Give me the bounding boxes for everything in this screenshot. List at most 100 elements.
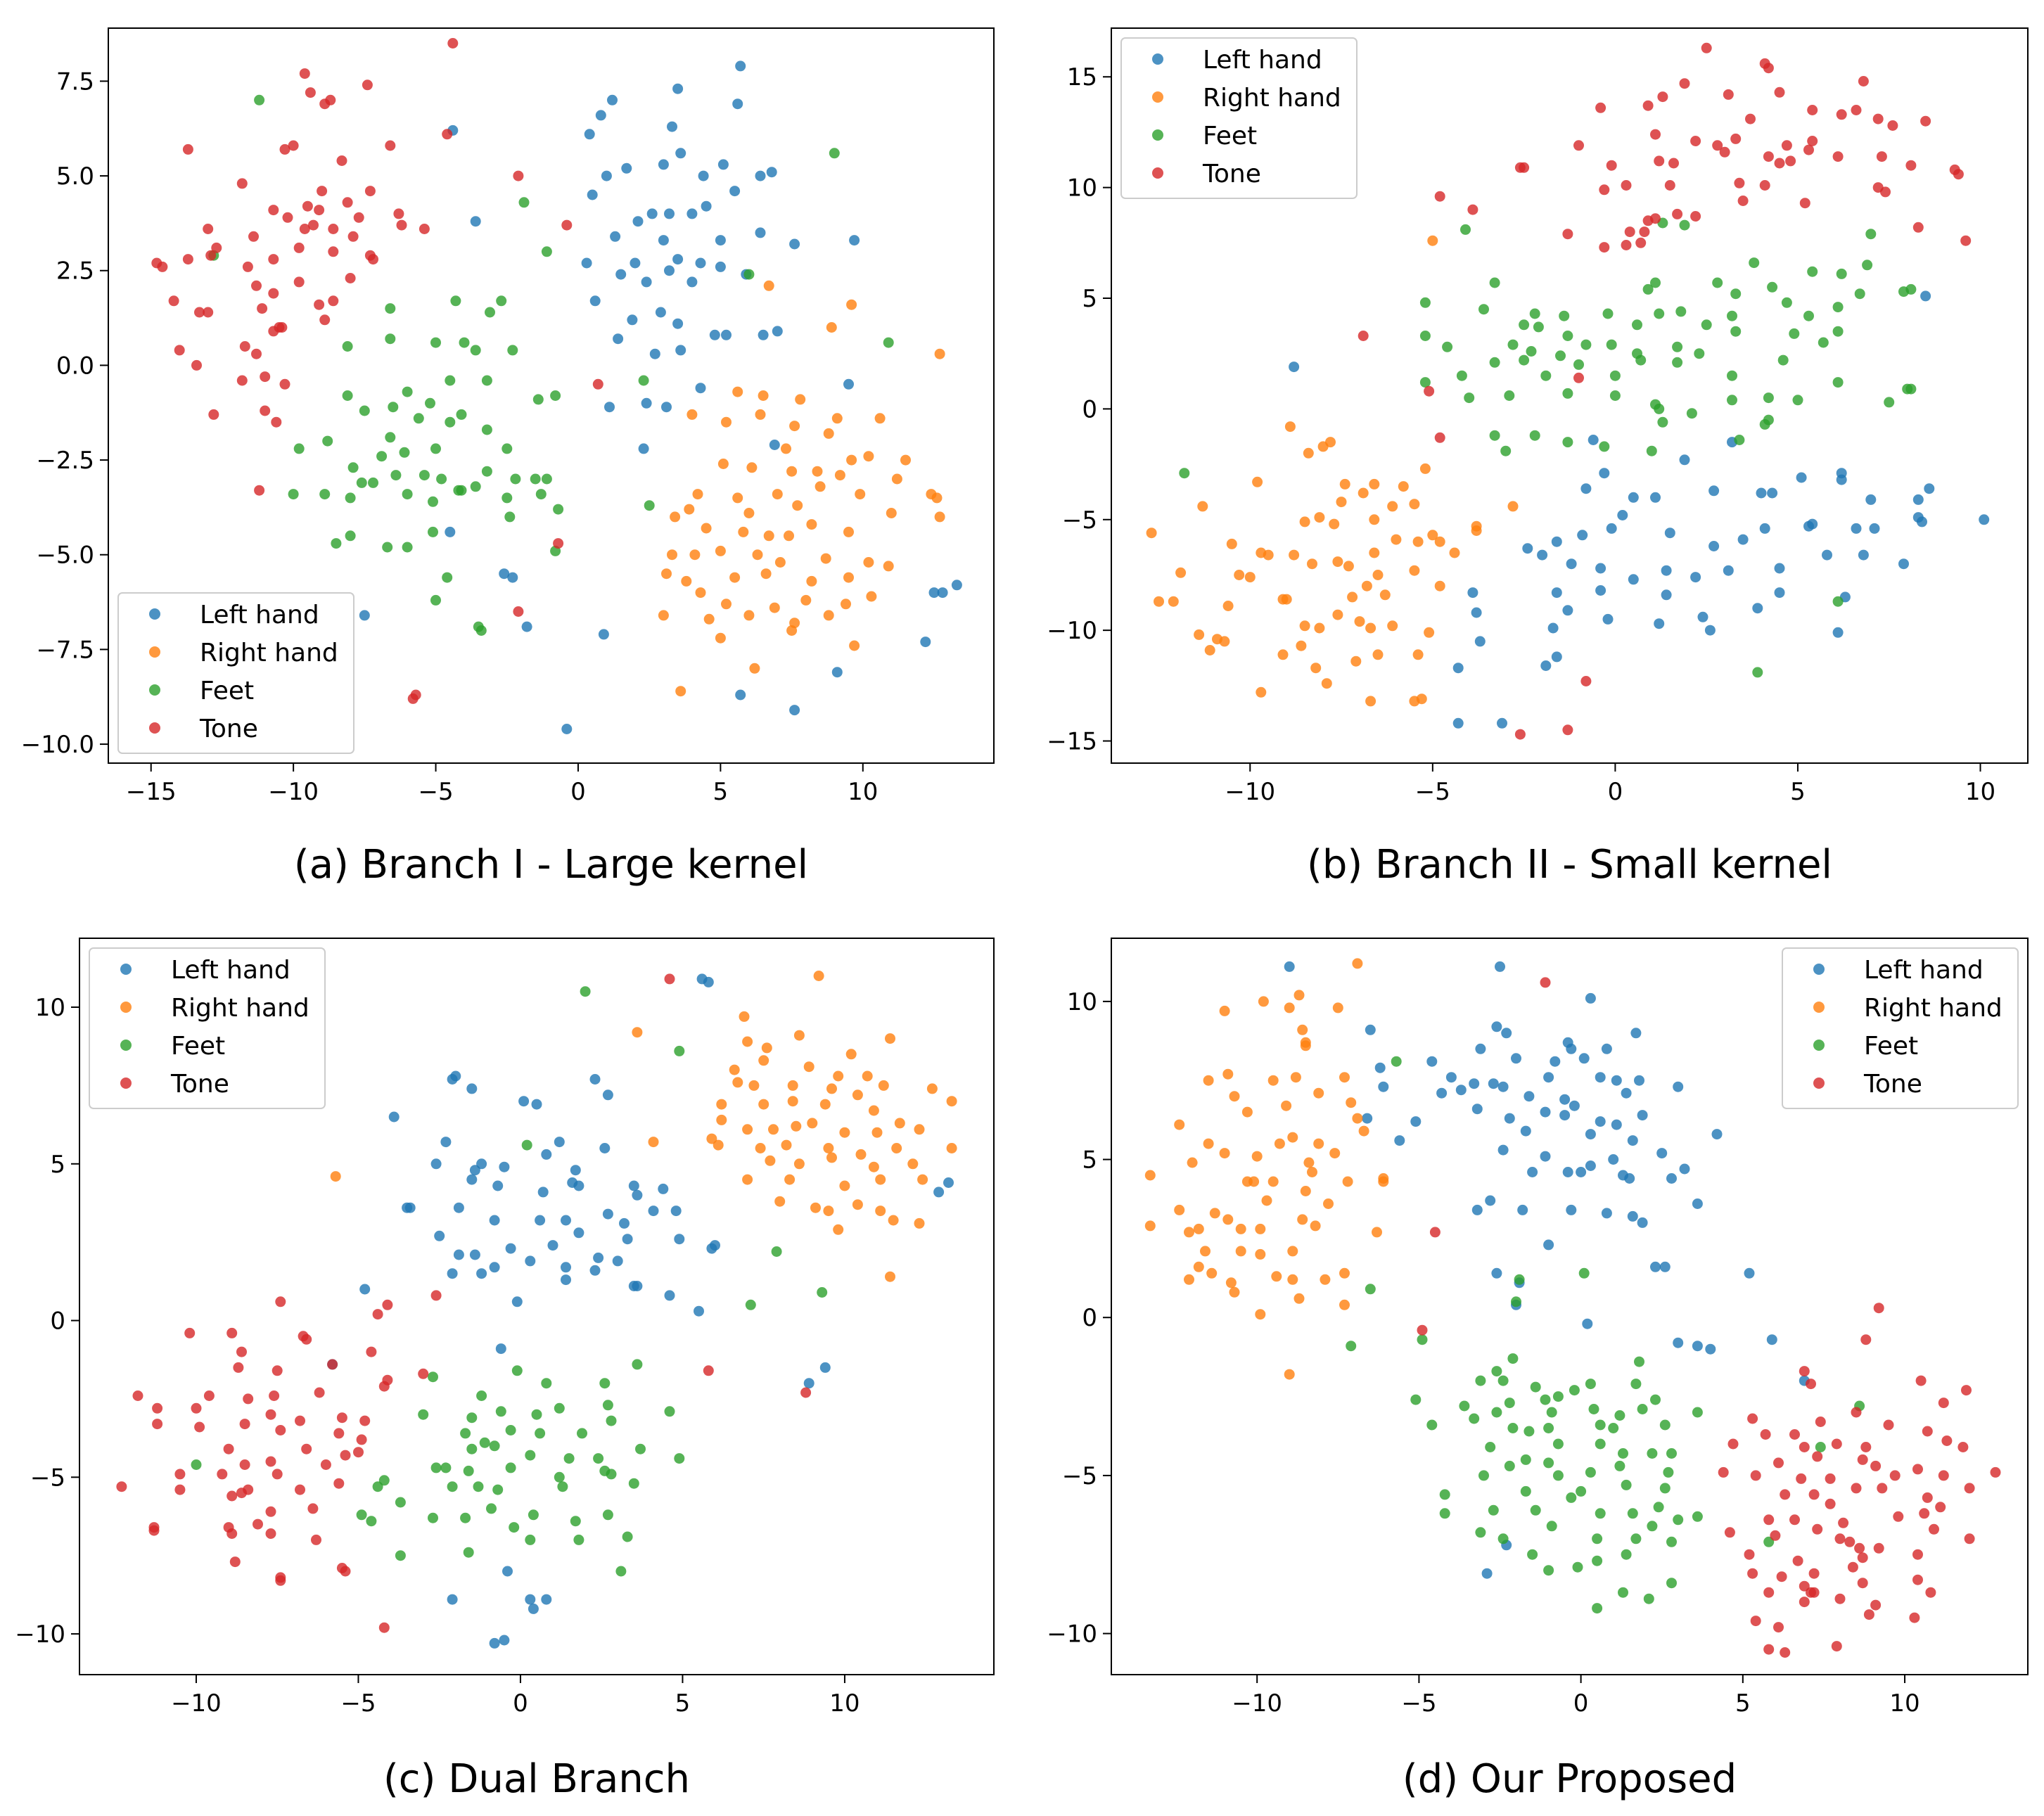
scatter-point [943,1177,954,1188]
scatter-point [1898,558,1909,570]
scatter-point [1552,1438,1564,1450]
scatter-point [781,443,791,454]
scatter-point [203,224,214,234]
scatter-point [1876,151,1887,162]
scatter-point [1434,191,1445,202]
legend-box [1782,947,2019,1109]
scatter-point [445,416,456,428]
scatter-point [729,1064,740,1075]
series-right-hand [1146,235,1519,707]
scatter-point [1774,587,1785,599]
legend-marker [1152,91,1163,103]
y-tick-label: −10 [1047,1620,1097,1649]
scatter-point [1219,636,1230,647]
scatter-point [1872,113,1884,124]
scatter-point [937,587,948,599]
y-tick-label: 0 [1082,395,1097,423]
series-right-hand [330,971,957,1282]
scatter-point [607,94,618,105]
scatter-point [1517,1204,1528,1215]
scatter-point [1504,1113,1515,1124]
legend-label: Feet [1203,122,1257,151]
scatter-point [769,440,780,450]
scatter-point [251,348,262,359]
series-left-hand [327,973,954,1649]
scatter-point [1378,1081,1389,1092]
scatter-point [1905,383,1917,395]
scatter-point [1919,1508,1930,1519]
scatter-point [301,1334,312,1345]
scatter-point [184,1327,196,1338]
scatter-point [1398,481,1409,492]
scatter-point [791,1120,802,1132]
scatter-point [1851,1407,1862,1418]
scatter-point [223,1443,234,1454]
x-tick-label: −10 [268,778,319,806]
scatter-point [686,409,698,420]
series-tone [1417,977,2001,1658]
scatter-point [319,489,331,500]
scatter-point [1912,222,1924,233]
series-right-hand [658,280,945,697]
scatter-point [1174,1119,1185,1130]
scatter-point [1654,155,1665,167]
scatter-point [1527,1167,1538,1177]
scatter-point [428,1512,438,1523]
scatter-point [1489,277,1500,288]
scatter-point [868,1105,879,1116]
scatter-point [1862,260,1873,271]
scatter-point [1834,1533,1846,1545]
scatter-point [1832,596,1844,607]
scatter-point [1580,339,1592,350]
scatter-point [1889,1470,1901,1481]
scatter-point [1193,1261,1204,1272]
scatter-point [772,326,783,337]
scatter-point [275,1296,286,1307]
scatter-point [1203,1138,1214,1149]
scatter-point [1673,1514,1684,1526]
scatter-point [525,1534,536,1545]
scatter-point [1806,1587,1816,1598]
scatter-point [815,481,826,492]
y-tick-label: 5 [1082,285,1097,313]
scatter-point [1595,563,1607,574]
scatter-point [470,481,481,492]
scatter-point [1562,605,1573,616]
scatter-point [1744,1267,1755,1279]
scatter-point [1730,326,1742,337]
scatter-point [1650,1394,1661,1405]
scatter-point [1569,1385,1580,1396]
scatter-point [276,322,288,333]
scatter-point [619,1217,630,1229]
scatter-point [1300,1040,1311,1051]
scatter-point [1799,1580,1810,1592]
scatter-point [823,428,834,439]
scatter-point [460,1512,471,1523]
scatter-point [589,295,601,307]
scatter-point [715,545,726,556]
scatter-point [229,1556,241,1568]
scatter-point [399,447,410,458]
scatter-point [1219,1005,1230,1016]
scatter-point [561,1215,571,1226]
scatter-point [272,1469,283,1480]
scatter-point [1562,724,1573,736]
scatter-point [885,1271,895,1282]
legend-marker [1813,1040,1825,1051]
scatter-point [1870,1460,1882,1471]
scatter-point [1832,377,1844,388]
y-tick-label: 7.5 [56,68,94,96]
scatter-point [1580,483,1592,494]
scatter-point [1606,523,1617,534]
scatter-point [1595,1116,1606,1127]
scatter-point [1818,337,1829,348]
scatter-point [268,205,279,216]
scatter-point [1439,1489,1450,1500]
scatter-point [632,1281,643,1291]
scatter-point [674,1234,685,1245]
scatter-point [1893,1511,1904,1522]
scatter-point [1799,1597,1810,1608]
scatter-point [610,231,621,242]
scatter-point [1507,339,1519,350]
scatter-point [732,386,743,397]
